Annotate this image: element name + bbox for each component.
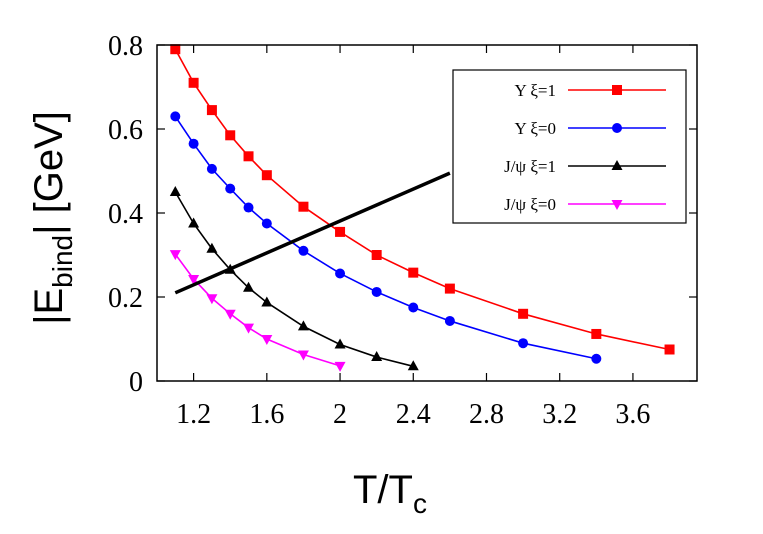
x-tick-labels: 1.2 1.6 2 2.4 2.8 3.2 3.6 bbox=[176, 399, 650, 430]
data-point-triangle-up bbox=[297, 320, 309, 331]
data-point-square bbox=[261, 170, 272, 181]
data-point-circle bbox=[335, 268, 346, 279]
data-point-square bbox=[298, 201, 309, 212]
data-point-square bbox=[225, 130, 236, 141]
y-axis-label-prefix: |E bbox=[27, 288, 71, 325]
legend: Υ ξ=1 Υ ξ=0 J/ψ ξ=1 J/ψ ξ=0 bbox=[452, 69, 687, 224]
data-point-circle bbox=[188, 138, 199, 149]
y-tick-label: 0.6 bbox=[108, 115, 143, 146]
data-point-triangle-up bbox=[206, 242, 218, 253]
data-point-triangle-down bbox=[188, 274, 200, 285]
data-point-circle bbox=[612, 123, 622, 133]
data-point-triangle-up bbox=[188, 217, 200, 228]
data-point-circle bbox=[408, 302, 419, 313]
x-axis-label-main: T/T bbox=[353, 468, 413, 512]
legend-label: J/ψ ξ=0 bbox=[504, 195, 556, 214]
data-point-square bbox=[612, 85, 622, 95]
data-point-square bbox=[408, 267, 419, 278]
data-point-square bbox=[664, 344, 675, 355]
x-axis-label: T/Tc bbox=[353, 468, 427, 519]
legend-label: J/ψ ξ=1 bbox=[504, 157, 556, 176]
data-point-triangle-down bbox=[224, 309, 236, 320]
data-point-circle bbox=[261, 218, 272, 229]
data-point-triangle-up bbox=[334, 338, 346, 349]
annotation-layer bbox=[174, 171, 451, 295]
x-tick-label: 1.6 bbox=[249, 399, 284, 430]
data-point-triangle-down bbox=[169, 250, 181, 261]
data-point-circle bbox=[225, 183, 236, 194]
data-point-triangle-up bbox=[261, 296, 273, 307]
series-0 bbox=[170, 44, 675, 355]
x-tick-label: 3.2 bbox=[542, 399, 577, 430]
data-point-square bbox=[371, 250, 382, 260]
data-point-square bbox=[591, 328, 602, 339]
data-point-triangle-up bbox=[371, 351, 383, 362]
data-point-triangle-down bbox=[297, 350, 309, 361]
annotation-line bbox=[174, 171, 451, 295]
series-2 bbox=[169, 186, 419, 371]
plot-frame bbox=[156, 44, 698, 382]
data-point-circle bbox=[444, 315, 455, 326]
data-point-square bbox=[335, 226, 346, 237]
data-point-circle bbox=[170, 111, 181, 122]
y-axis-label-sub: bind bbox=[47, 235, 78, 288]
data-point-square bbox=[188, 77, 199, 88]
data-point-circle bbox=[371, 286, 382, 297]
y-axis-label-suffix: | [GeV] bbox=[27, 111, 71, 235]
series-line bbox=[174, 191, 414, 368]
y-axis-label: |Ebind| [GeV] bbox=[27, 111, 78, 325]
y-tick-labels: 0 0.2 0.4 0.6 0.8 bbox=[108, 31, 143, 398]
data-point-circle bbox=[591, 353, 602, 364]
data-point-circle bbox=[298, 245, 309, 256]
y-tick-label: 0.4 bbox=[108, 199, 143, 230]
series-line bbox=[174, 253, 341, 367]
data-point-triangle-down bbox=[334, 361, 346, 372]
data-point-triangle-down bbox=[206, 294, 218, 305]
series-1 bbox=[170, 111, 602, 364]
data-point-triangle-down bbox=[611, 200, 623, 210]
x-tick-label: 2.8 bbox=[469, 399, 504, 430]
x-tick-label: 2 bbox=[333, 399, 347, 430]
x-tick-label: 1.2 bbox=[176, 399, 211, 430]
data-point-triangle-up bbox=[243, 281, 255, 292]
data-point-square bbox=[243, 151, 254, 162]
y-tick-label: 0.2 bbox=[108, 283, 143, 314]
data-point-square bbox=[206, 105, 217, 116]
data-point-circle bbox=[206, 163, 217, 174]
legend-label: Υ ξ=0 bbox=[514, 119, 556, 138]
data-point-triangle-up bbox=[407, 360, 419, 371]
x-axis-label-sub: c bbox=[413, 488, 427, 519]
data-point-triangle-up bbox=[169, 186, 181, 196]
x-tick-label: 2.4 bbox=[396, 399, 431, 430]
x-tick-label: 3.6 bbox=[615, 399, 650, 430]
data-point-square bbox=[444, 283, 455, 294]
data-point-square bbox=[170, 44, 181, 55]
data-point-triangle-up bbox=[611, 160, 623, 170]
y-tick-label: 0 bbox=[129, 367, 143, 398]
data-point-circle bbox=[518, 338, 529, 349]
legend-label: Υ ξ=1 bbox=[514, 81, 556, 100]
series-layer bbox=[169, 44, 675, 372]
data-point-circle bbox=[243, 202, 254, 213]
data-point-triangle-down bbox=[243, 323, 255, 334]
y-tick-label: 0.8 bbox=[108, 31, 143, 62]
legend-box bbox=[452, 69, 687, 224]
data-point-triangle-down bbox=[261, 335, 273, 345]
series-3 bbox=[169, 250, 346, 372]
data-point-square bbox=[518, 308, 529, 319]
